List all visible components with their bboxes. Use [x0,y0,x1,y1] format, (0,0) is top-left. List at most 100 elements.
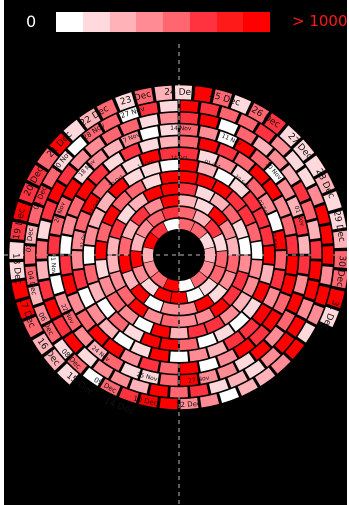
heatmap-cell [140,278,159,296]
heatmap-cell [10,221,27,240]
heatmap-cell [315,285,330,306]
heatmap-cell [105,165,126,185]
heatmap-cell [212,89,233,108]
heatmap-cell [149,348,169,362]
heatmap-cell [139,357,160,372]
heatmap-cell [130,341,151,358]
heatmap-cell [229,178,250,198]
heatmap-cell [218,119,239,135]
heatmap-cell [227,370,248,388]
heatmap-cell [122,220,139,240]
heatmap-cell [42,167,61,188]
heatmap-cell [275,332,294,353]
heatmap-cell [179,195,197,208]
heatmap-cell [190,271,208,288]
heatmap-cell [72,230,85,250]
heatmap-cell [161,314,179,327]
heatmap-cell [67,196,85,217]
heatmap-cell [25,266,38,285]
heatmap-cell [84,226,98,246]
heatmap-cell [208,284,228,304]
heatmap-cell [320,266,333,285]
heatmap-cell [63,179,81,200]
heatmap-cell [310,240,322,259]
heatmap-cell [258,193,276,214]
heatmap-cell [180,362,199,374]
heatmap-cell [159,148,179,160]
heatmap-cell [122,156,143,174]
date-label: 27 Nov [188,375,211,385]
heatmap-cell [210,298,230,317]
heatmap-cell [262,310,282,331]
heatmap-cell [131,234,145,252]
heatmap-cell [11,280,29,300]
heatmap-cell [88,164,109,185]
heatmap-cell [44,298,61,319]
heatmap-cell [28,204,43,225]
heatmap-cell [26,164,48,186]
heatmap-cell [128,298,148,317]
heatmap-cell [130,284,150,304]
heatmap-cell [41,200,57,221]
heatmap-cell [263,245,275,265]
heatmap-cell [93,360,114,379]
heatmap-cell [249,325,270,346]
heatmap-cell [250,340,271,360]
heatmap-cell [107,255,120,273]
heatmap-cell [179,159,198,172]
heatmap-cell [120,131,141,148]
heatmap-cell [293,139,315,161]
heatmap-cell [268,149,288,170]
heatmap-cell [49,133,71,155]
heatmap-cell [196,174,216,190]
heatmap-cell [139,138,160,153]
heatmap-cell [92,178,112,199]
heatmap-cell [9,261,25,280]
heatmap-cell [161,302,179,315]
heatmap-cell [77,347,98,367]
heatmap-cell [108,312,129,332]
heatmap-cell [229,312,250,332]
heatmap-cell [141,332,161,348]
date-label: 21 Nov [49,253,58,275]
heatmap-cell [95,259,109,279]
heatmap-cell [194,198,214,215]
date-label: 02 Dec [25,227,35,253]
heatmap-cell [260,347,281,367]
heatmap-cell [204,219,222,238]
heatmap-cell [217,362,238,379]
heatmap-cell [319,306,339,328]
heatmap-cell [70,149,90,170]
date-label: 24 Dec [164,88,196,98]
heatmap-cell [199,261,215,278]
heatmap-cell [67,354,88,374]
date-label: 17 Oct [137,159,155,170]
heatmap-cell [234,353,255,371]
heatmap-cell [307,220,321,240]
heatmap-cell [199,232,215,249]
heatmap-cell [154,287,172,303]
heatmap-cell [232,165,253,185]
legend-min-label: 0 [26,12,37,31]
heatmap-cell [204,316,225,334]
crosshair-lines [4,44,347,505]
heatmap-cell [199,278,218,296]
heatmap-cell [53,316,71,337]
heatmap-cell [143,232,159,249]
heatmap-cell [219,106,240,123]
legend-swatch [56,12,83,32]
heatmap-cell [97,192,116,212]
heatmap-cell [88,282,105,302]
heatmap-cell [55,196,72,217]
heatmap-cell [199,369,219,384]
heatmap-cell [333,230,347,249]
heatmap-cell [67,136,88,156]
heatmap-cell [60,256,72,275]
heatmap-cell [286,293,303,314]
heatmap-cell [82,124,103,143]
heatmap-cell [23,316,43,338]
legend-color-scale [56,12,270,32]
heatmap-cell [160,338,179,351]
heatmap-cell [139,114,159,129]
